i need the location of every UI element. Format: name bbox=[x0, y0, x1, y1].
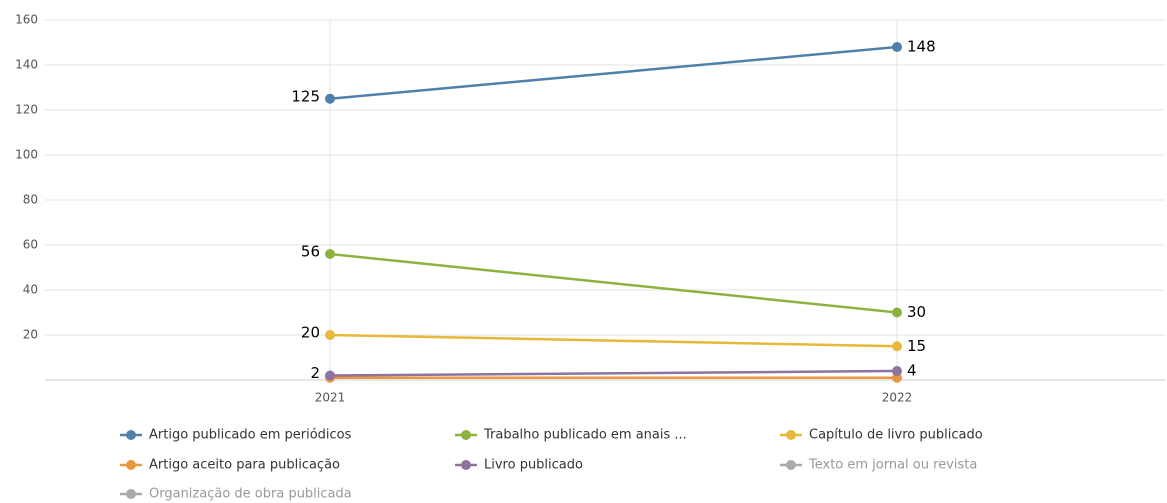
y-tick-label: 160 bbox=[15, 13, 38, 27]
legend-label[interactable]: Livro publicado bbox=[484, 458, 583, 473]
legend-label[interactable]: Artigo aceito para publicação bbox=[149, 458, 340, 473]
legend-marker bbox=[126, 489, 136, 499]
data-label: 30 bbox=[907, 303, 926, 321]
data-label: 56 bbox=[301, 243, 320, 261]
data-label: 125 bbox=[291, 87, 320, 105]
y-tick-label: 120 bbox=[15, 103, 38, 117]
legend-marker bbox=[126, 430, 136, 440]
legend-label[interactable]: Artigo publicado em periódicos bbox=[149, 428, 352, 443]
series-line bbox=[329, 369, 898, 377]
legend-marker bbox=[461, 430, 471, 440]
x-tick-label: 2021 bbox=[315, 391, 346, 405]
data-point bbox=[325, 330, 335, 340]
x-tick-label: 2022 bbox=[882, 391, 913, 405]
data-label: 148 bbox=[907, 38, 936, 56]
y-tick-label: 140 bbox=[15, 58, 38, 72]
data-label: 4 bbox=[907, 362, 917, 380]
legend-marker bbox=[126, 460, 136, 470]
series-line bbox=[329, 333, 898, 348]
data-point bbox=[325, 249, 335, 259]
y-tick-label: 80 bbox=[23, 193, 38, 207]
legend-label[interactable]: Trabalho publicado em anais ... bbox=[483, 428, 687, 443]
legend-marker bbox=[786, 460, 796, 470]
legend-marker bbox=[786, 430, 796, 440]
y-tick-label: 60 bbox=[23, 238, 38, 252]
data-label: 15 bbox=[907, 337, 926, 355]
data-point bbox=[892, 366, 902, 376]
legend-label[interactable]: Texto em jornal ou revista bbox=[808, 458, 977, 473]
y-tick-label: 40 bbox=[23, 283, 38, 297]
data-point bbox=[325, 370, 335, 381]
series-line bbox=[329, 45, 898, 100]
data-label: 2 bbox=[310, 364, 320, 382]
data-point bbox=[892, 341, 902, 352]
data-point bbox=[892, 307, 902, 318]
y-tick-label: 20 bbox=[23, 328, 38, 342]
data-label: 20 bbox=[301, 324, 320, 342]
legend-marker bbox=[461, 460, 471, 470]
data-point bbox=[325, 93, 335, 104]
y-tick-label: 100 bbox=[15, 148, 38, 162]
data-point bbox=[892, 42, 902, 52]
series-line bbox=[329, 252, 898, 314]
legend-label[interactable]: Organização de obra publicada bbox=[149, 487, 352, 502]
legend-label[interactable]: Capítulo de livro publicado bbox=[809, 428, 983, 443]
